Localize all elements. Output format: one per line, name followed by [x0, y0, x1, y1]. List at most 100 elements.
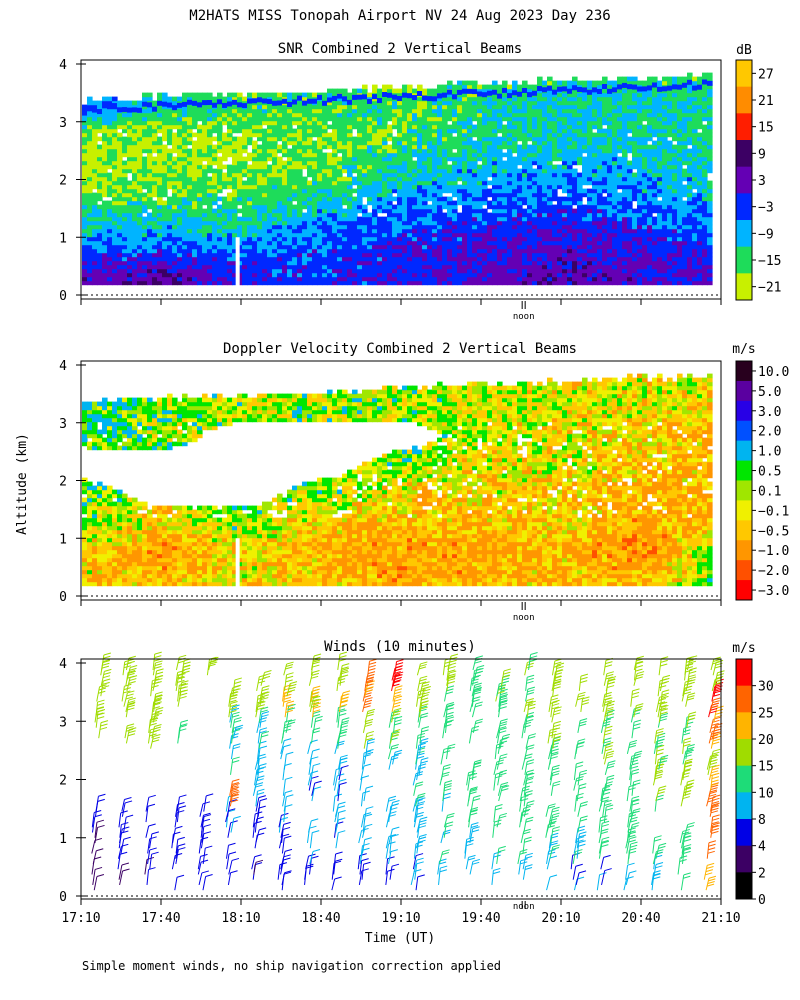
snr-cell [472, 201, 478, 206]
snr-cell [502, 277, 508, 282]
snr-cell [127, 261, 133, 266]
snr-cell [542, 93, 548, 98]
snr-cell [172, 117, 178, 122]
snr-cell [412, 125, 418, 130]
snr-cell [462, 105, 468, 110]
snr-cell [382, 169, 388, 174]
snr-cell [432, 225, 438, 230]
snr-cell [507, 269, 513, 274]
snr-cell [167, 169, 173, 174]
snr-cell [527, 249, 533, 254]
snr-cell [587, 265, 593, 270]
snr-cell [237, 121, 243, 126]
snr-cell [472, 277, 478, 282]
snr-cell [432, 113, 438, 118]
snr-cell [347, 113, 353, 118]
snr-cell [582, 141, 588, 146]
snr-cell [537, 105, 543, 110]
snr-cell [277, 173, 283, 178]
snr-cell [457, 273, 463, 278]
snr-cell [577, 233, 583, 238]
snr-cell [147, 177, 153, 182]
snr-cell [112, 161, 118, 166]
snr-cell [307, 165, 313, 170]
snr-cell [192, 149, 198, 154]
snr-cell [472, 177, 478, 182]
snr-cell [372, 173, 378, 178]
snr-cell [162, 265, 168, 270]
snr-cell [547, 269, 553, 274]
snr-cell [247, 257, 253, 262]
snr-cell [162, 102, 168, 107]
snr-cell [532, 257, 538, 262]
snr-cell [122, 213, 128, 218]
snr-cell [317, 149, 323, 154]
snr-cell [582, 173, 588, 178]
snr-cell [532, 193, 538, 198]
snr-cell [512, 109, 518, 114]
snr-cell [87, 189, 93, 194]
snr-cell [342, 145, 348, 150]
snr-cell [242, 217, 248, 222]
snr-cell [317, 197, 323, 202]
snr-cell [287, 277, 293, 282]
snr-cell [117, 153, 123, 158]
snr-cell [562, 105, 568, 110]
snr-cell [257, 217, 263, 222]
snr-cell [392, 105, 398, 110]
snr-cell [102, 269, 108, 274]
snr-cell [277, 245, 283, 250]
snr-cell [567, 213, 573, 218]
snr-cell [427, 249, 433, 254]
snr-cell [217, 173, 223, 178]
snr-cell [217, 257, 223, 262]
snr-cell [297, 241, 303, 246]
snr-cell [367, 153, 373, 158]
snr-cell [377, 169, 383, 174]
snr-cell [482, 201, 488, 206]
snr-cell [577, 189, 583, 194]
snr-cell [387, 253, 393, 258]
snr-cell [282, 165, 288, 170]
snr-cell [132, 217, 138, 222]
snr-cell [302, 237, 308, 242]
snr-cell [422, 245, 428, 250]
snr-cell [417, 121, 423, 126]
snr-cell [462, 121, 468, 126]
snr-cell [472, 261, 478, 266]
snr-cell [422, 205, 428, 210]
snr-cell [377, 261, 383, 266]
snr-cell [492, 281, 498, 286]
snr-cell [337, 157, 343, 162]
snr-cell [372, 113, 378, 118]
snr-cell [412, 117, 418, 122]
snr-cell [357, 161, 363, 166]
snr-cell [207, 161, 213, 166]
snr-cell [367, 113, 373, 118]
snr-cell [192, 249, 198, 254]
snr-cell [347, 205, 353, 210]
snr-cell [332, 269, 338, 274]
snr-cell [357, 233, 363, 238]
snr-cell [342, 121, 348, 126]
snr-cell [367, 185, 373, 190]
snr-cell [502, 241, 508, 246]
snr-cell [587, 137, 593, 142]
snr-cell [132, 161, 138, 166]
snr-cell [187, 221, 193, 226]
snr-cell [177, 145, 183, 150]
snr-cell [357, 253, 363, 258]
snr-cell [592, 87, 598, 92]
snr-cell [502, 173, 508, 178]
snr-cell [497, 213, 503, 218]
snr-cell [417, 257, 423, 262]
snr-cell [462, 213, 468, 218]
snr-cell [187, 105, 193, 110]
snr-cell [172, 121, 178, 126]
snr-cell [292, 281, 298, 286]
snr-cell [357, 173, 363, 178]
snr-cell [167, 205, 173, 210]
snr-cell [152, 217, 158, 222]
snr-cell [512, 257, 518, 262]
snr-cell [257, 149, 263, 154]
